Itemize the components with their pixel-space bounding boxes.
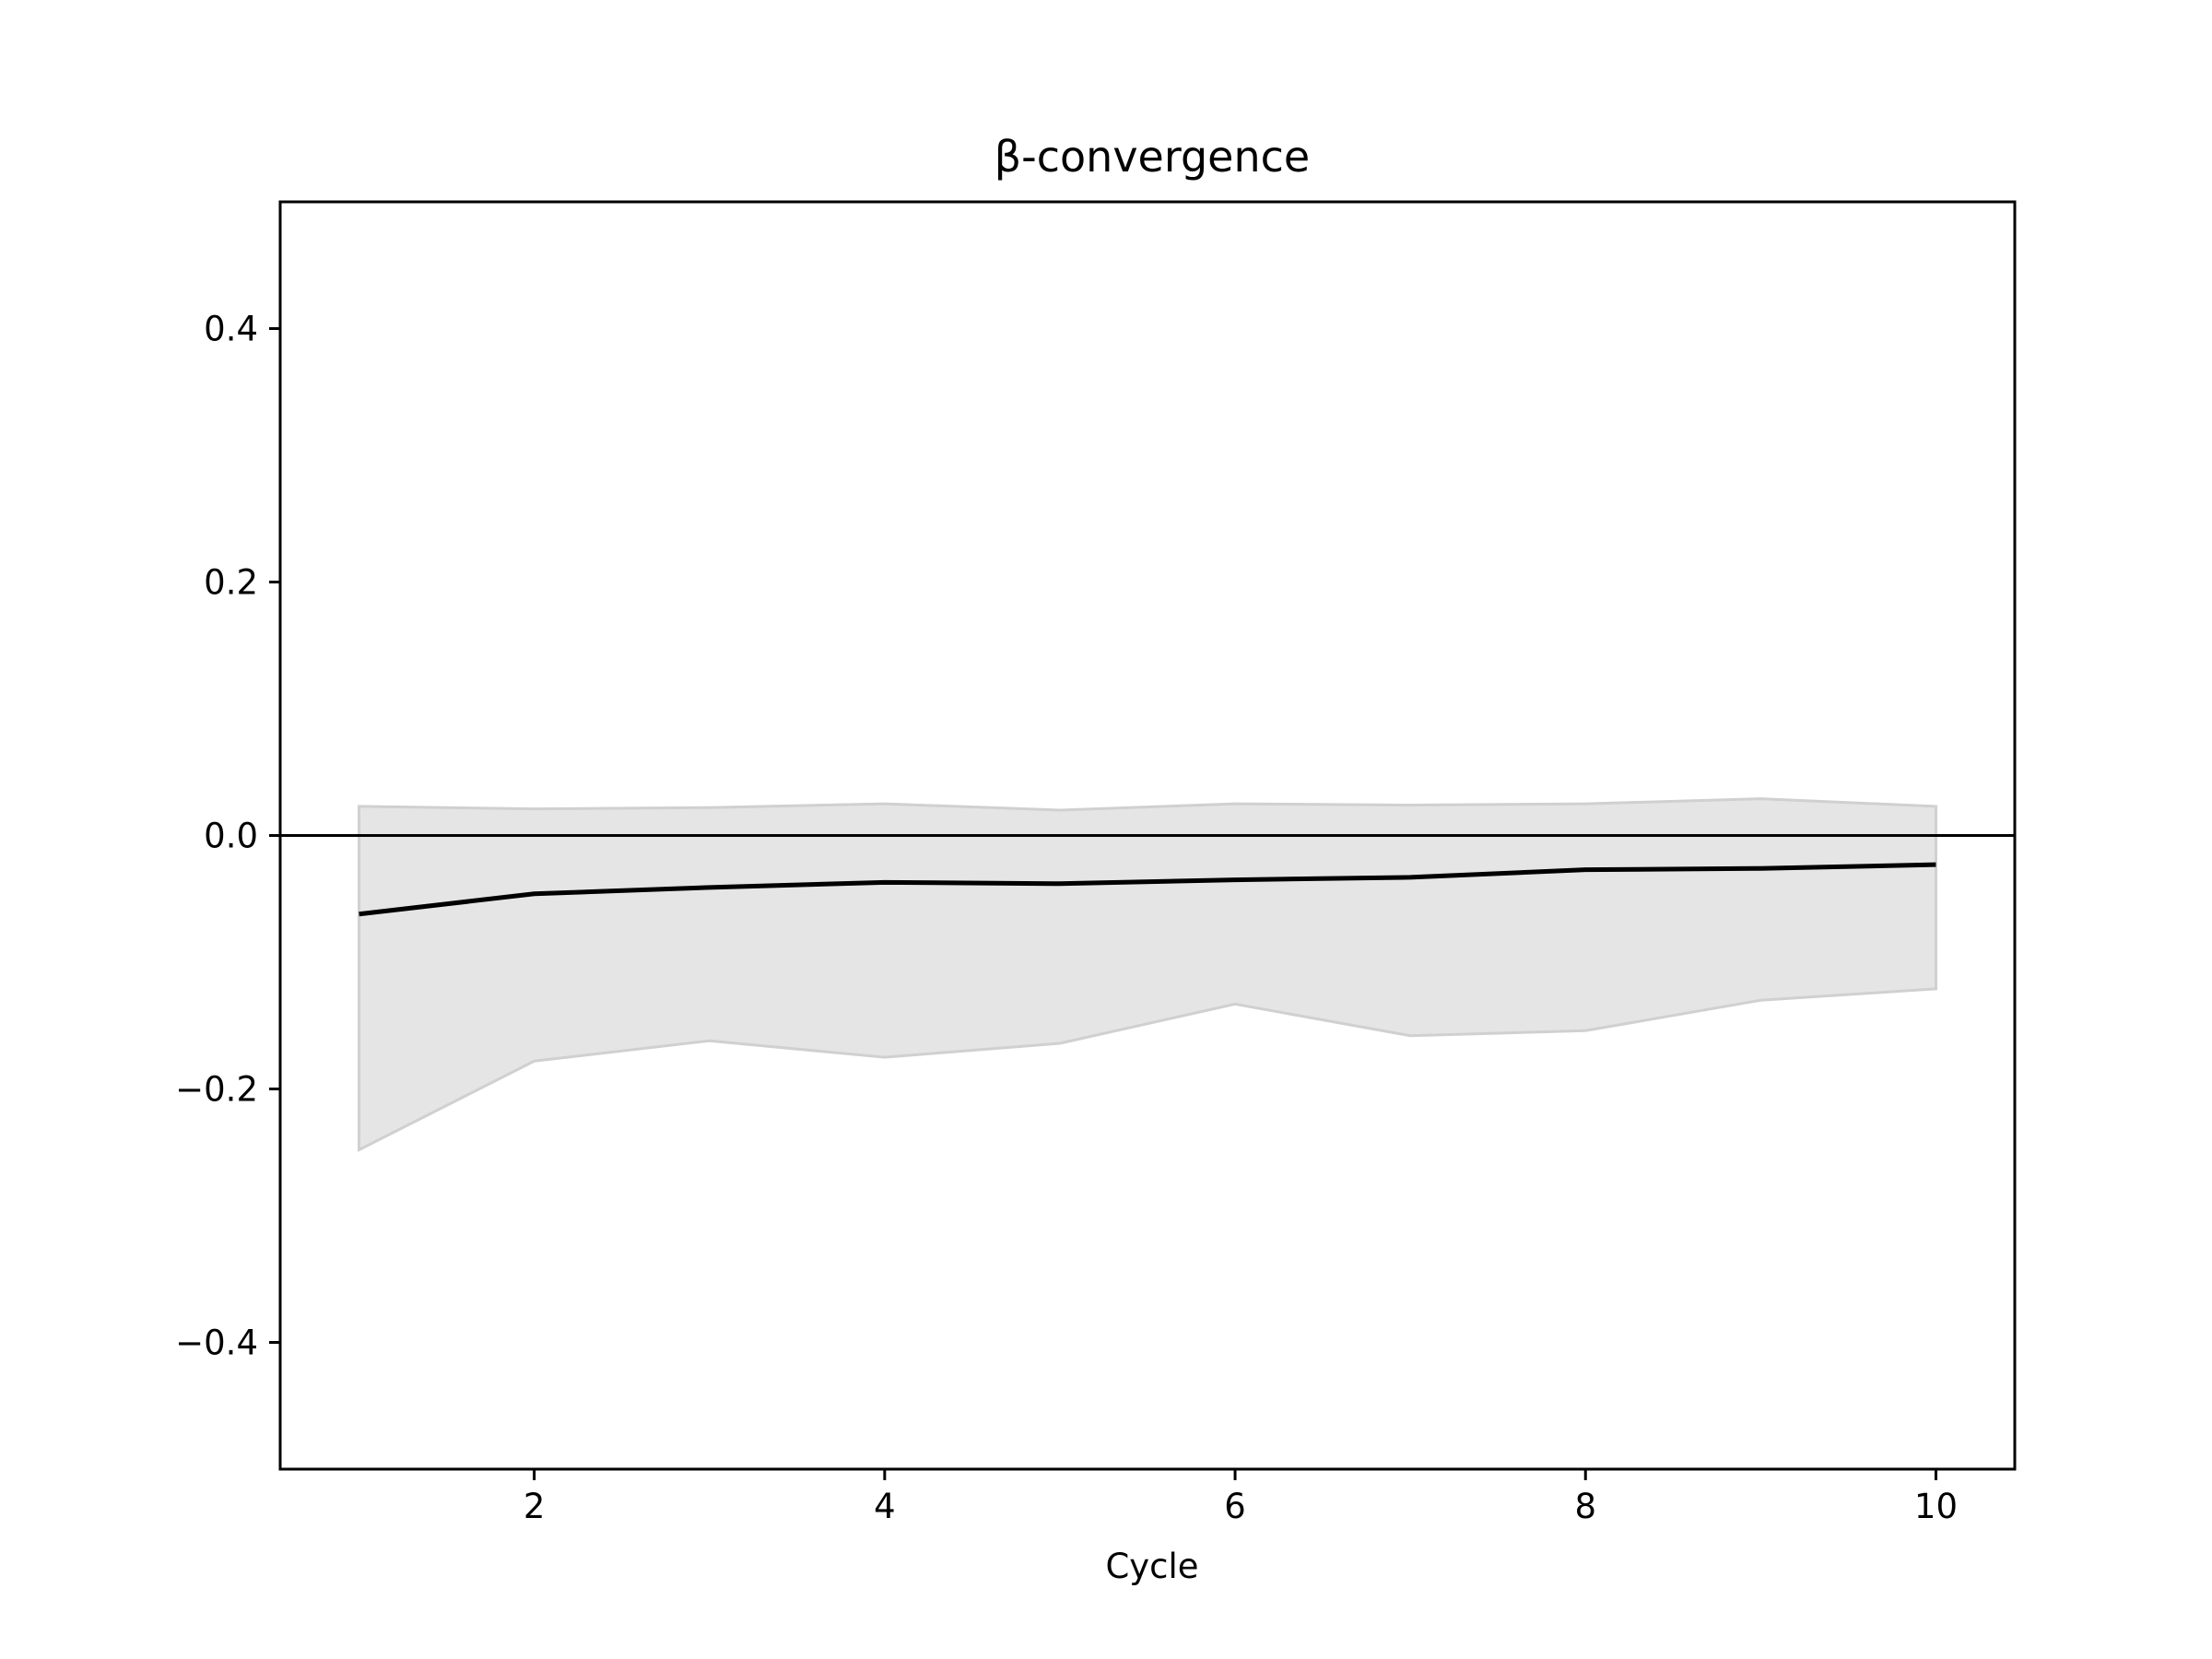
x-tick-label: 4 [874,1487,896,1526]
y-tick-label: 0.0 [204,817,258,856]
chart-title: β-convergence [994,132,1310,182]
series-line-1 [359,862,1936,917]
x-tick-label: 8 [1574,1487,1596,1526]
axes: 2 4 6 8 10 −0.4 −0.2 0.0 0.2 0.4 [175,200,2017,1526]
y-tick-label: 0.4 [204,310,258,349]
plot-area [280,797,2015,1152]
x-tick-label: 10 [1914,1487,1958,1526]
x-axis-label: Cycle [1105,1547,1198,1586]
y-tick-label: 0.2 [204,563,258,603]
y-tick-label: −0.4 [175,1324,258,1363]
y-tick-label: −0.2 [175,1070,258,1110]
x-tick-label: 2 [524,1487,546,1526]
x-tick-label: 6 [1224,1487,1246,1526]
